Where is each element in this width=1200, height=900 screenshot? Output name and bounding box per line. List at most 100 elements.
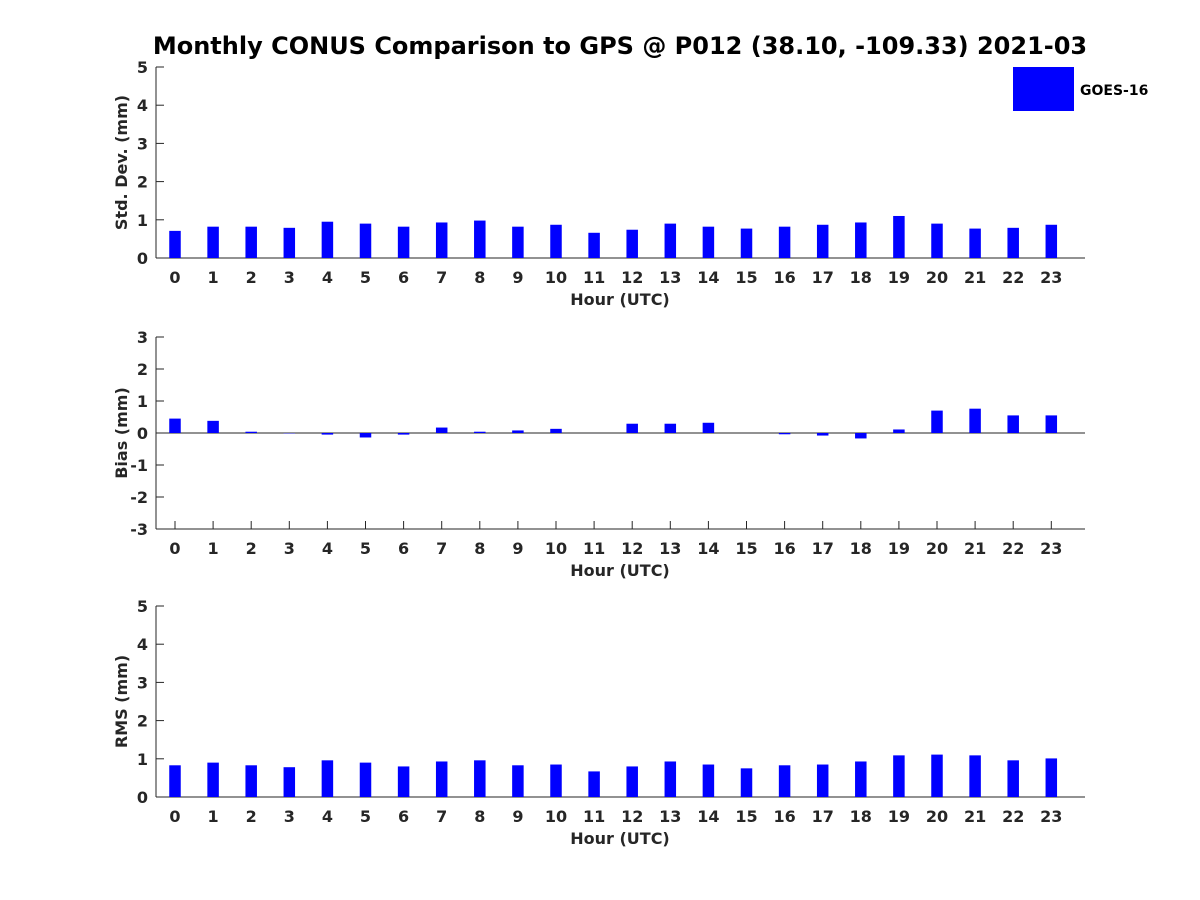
bar-stddev-0 [169, 230, 181, 258]
x-tick-label: 12 [621, 268, 643, 287]
x-tick-label: 14 [697, 268, 719, 287]
bar-rms-5 [359, 762, 372, 797]
x-tick-label: 18 [850, 539, 872, 558]
bar-bias-0 [169, 418, 181, 433]
x-tick-label: 10 [545, 539, 567, 558]
bar-stddev-14 [702, 226, 715, 258]
bar-rms-20 [931, 754, 943, 797]
x-axis-label: Hour (UTC) [570, 561, 670, 580]
bar-bias-19 [893, 429, 905, 433]
bar-bias-22 [1007, 415, 1019, 433]
x-tick-label: 9 [512, 268, 523, 287]
x-tick-label: 23 [1040, 268, 1062, 287]
bar-rms-10 [550, 764, 562, 797]
bar-rms-18 [855, 761, 867, 797]
x-tick-label: 8 [474, 807, 485, 826]
bar-rms-7 [435, 761, 448, 797]
x-tick-label: 17 [812, 807, 834, 826]
bar-stddev-23 [1045, 224, 1058, 258]
bar-bias-1 [207, 420, 219, 433]
y-tick-label: 4 [137, 635, 148, 654]
bar-bias-9 [512, 430, 524, 433]
x-axis-label: Hour (UTC) [570, 829, 670, 848]
x-tick-label: 9 [512, 539, 523, 558]
x-tick-label: 16 [773, 807, 795, 826]
bar-bias-13 [664, 423, 677, 433]
x-tick-label: 7 [436, 539, 447, 558]
bar-bias-8 [474, 431, 486, 433]
y-tick-label: 1 [137, 392, 148, 411]
x-tick-label: 4 [322, 539, 333, 558]
x-tick-label: 2 [246, 539, 257, 558]
bar-stddev-2 [245, 226, 257, 258]
bar-rms-22 [1007, 760, 1019, 797]
x-tick-label: 11 [583, 807, 605, 826]
bar-bias-21 [969, 408, 981, 433]
x-tick-label: 0 [169, 268, 180, 287]
y-tick-label: 0 [137, 788, 148, 807]
x-tick-label: 3 [284, 268, 295, 287]
bar-stddev-3 [283, 227, 296, 258]
bar-bias-6 [397, 433, 410, 435]
bar-bias-23 [1045, 415, 1058, 433]
y-tick-label: 2 [137, 173, 148, 192]
x-tick-label: 8 [474, 539, 485, 558]
x-tick-label: 9 [512, 807, 523, 826]
bar-stddev-8 [474, 220, 486, 258]
x-tick-label: 19 [888, 539, 910, 558]
bar-stddev-10 [550, 224, 562, 258]
bar-stddev-7 [435, 222, 448, 258]
x-tick-label: 18 [850, 268, 872, 287]
x-tick-label: 23 [1040, 807, 1062, 826]
y-tick-label: -3 [130, 520, 148, 539]
x-tick-label: 15 [735, 268, 757, 287]
legend: GOES-16 [1013, 67, 1148, 111]
y-axis-label: RMS (mm) [112, 655, 131, 748]
x-tick-label: 10 [545, 268, 567, 287]
bar-stddev-18 [855, 222, 867, 258]
bar-bias-2 [245, 431, 257, 433]
x-tick-label: 2 [246, 807, 257, 826]
x-tick-label: 11 [583, 539, 605, 558]
x-tick-label: 1 [208, 807, 219, 826]
y-tick-label: 5 [137, 58, 148, 77]
x-tick-label: 17 [812, 268, 834, 287]
bar-rms-15 [740, 768, 753, 797]
x-tick-label: 1 [208, 268, 219, 287]
y-tick-label: 5 [137, 597, 148, 616]
x-tick-label: 0 [169, 807, 180, 826]
bar-rms-9 [512, 765, 524, 797]
bar-rms-19 [893, 755, 905, 797]
x-tick-label: 13 [659, 268, 681, 287]
x-tick-label: 15 [735, 539, 757, 558]
y-tick-label: 1 [137, 211, 148, 230]
x-tick-label: 20 [926, 807, 948, 826]
y-tick-label: 0 [137, 424, 148, 443]
bar-rms-12 [626, 766, 638, 797]
bar-stddev-13 [664, 223, 677, 258]
y-tick-label: -1 [130, 456, 148, 475]
x-tick-label: 12 [621, 807, 643, 826]
bar-rms-14 [702, 764, 715, 797]
x-tick-label: 4 [322, 807, 333, 826]
x-tick-label: 20 [926, 268, 948, 287]
y-tick-label: 4 [137, 96, 148, 115]
bar-stddev-19 [893, 215, 905, 258]
y-tick-label: 0 [137, 249, 148, 268]
bar-stddev-1 [207, 226, 219, 258]
bar-stddev-22 [1007, 227, 1019, 258]
x-tick-label: 6 [398, 539, 409, 558]
x-tick-label: 3 [284, 539, 295, 558]
bar-stddev-17 [816, 224, 829, 258]
x-tick-label: 2 [246, 268, 257, 287]
x-tick-label: 17 [812, 539, 834, 558]
bar-bias-10 [550, 428, 562, 433]
bar-stddev-5 [359, 223, 372, 258]
bar-bias-5 [359, 433, 372, 438]
bar-stddev-20 [931, 223, 943, 258]
x-tick-label: 12 [621, 539, 643, 558]
bar-bias-4 [321, 433, 334, 435]
x-tick-label: 13 [659, 539, 681, 558]
